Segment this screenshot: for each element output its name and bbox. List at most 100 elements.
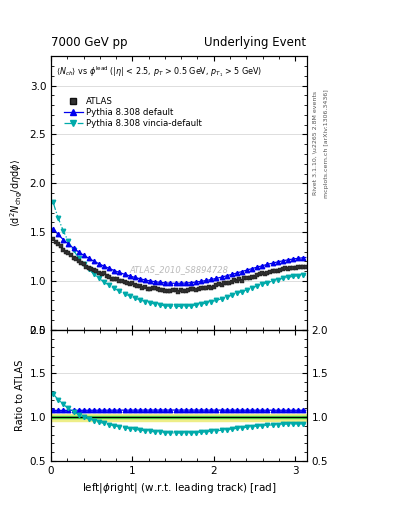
Pythia 8.308 default xyxy=(158,280,163,286)
Pythia 8.308 default xyxy=(143,277,147,283)
Pythia 8.308 vincia-default xyxy=(178,304,183,310)
Pythia 8.308 vincia-default xyxy=(66,238,71,244)
Pythia 8.308 vincia-default xyxy=(199,301,204,307)
Pythia 8.308 default xyxy=(122,271,127,278)
Text: 7000 GeV pp: 7000 GeV pp xyxy=(51,36,128,49)
Pythia 8.308 vincia-default xyxy=(275,276,280,283)
Pythia 8.308 vincia-default xyxy=(296,273,300,279)
Pythia 8.308 vincia-default xyxy=(112,285,117,291)
Text: Rivet 3.1.10, \u2265 2.8M events: Rivet 3.1.10, \u2265 2.8M events xyxy=(312,91,318,196)
Pythia 8.308 default xyxy=(245,267,250,273)
Pythia 8.308 default xyxy=(81,252,86,259)
Pythia 8.308 vincia-default xyxy=(168,303,173,309)
Pythia 8.308 default xyxy=(127,273,132,279)
ATLAS xyxy=(110,275,114,282)
Pythia 8.308 default xyxy=(66,241,71,247)
Pythia 8.308 vincia-default xyxy=(235,290,239,296)
Pythia 8.308 vincia-default xyxy=(51,199,55,205)
Pythia 8.308 default xyxy=(219,274,224,280)
Pythia 8.308 default xyxy=(270,260,275,266)
Pythia 8.308 default xyxy=(138,275,142,282)
Pythia 8.308 vincia-default xyxy=(260,281,265,287)
Pythia 8.308 vincia-default xyxy=(97,275,101,282)
Pythia 8.308 vincia-default xyxy=(61,228,66,234)
Pythia 8.308 vincia-default xyxy=(214,297,219,304)
Pythia 8.308 vincia-default xyxy=(184,303,188,309)
Pythia 8.308 vincia-default xyxy=(71,247,76,253)
Pythia 8.308 vincia-default xyxy=(255,283,260,289)
Pythia 8.308 default xyxy=(204,278,209,284)
Bar xyxy=(51,416,307,418)
Pythia 8.308 default xyxy=(260,263,265,269)
Pythia 8.308 vincia-default xyxy=(138,297,142,303)
ATLAS xyxy=(51,236,55,242)
Pythia 8.308 default xyxy=(199,278,204,284)
Line: Pythia 8.308 default: Pythia 8.308 default xyxy=(51,226,305,286)
Pythia 8.308 default xyxy=(92,258,96,264)
Line: ATLAS: ATLAS xyxy=(51,237,308,294)
Pythia 8.308 vincia-default xyxy=(158,302,163,308)
Pythia 8.308 vincia-default xyxy=(280,275,285,282)
Pythia 8.308 default xyxy=(285,257,290,263)
Pythia 8.308 default xyxy=(112,267,117,273)
Pythia 8.308 default xyxy=(61,237,66,243)
Y-axis label: Ratio to ATLAS: Ratio to ATLAS xyxy=(15,359,26,431)
Pythia 8.308 default xyxy=(51,226,55,232)
Pythia 8.308 vincia-default xyxy=(270,278,275,284)
Pythia 8.308 default xyxy=(230,271,234,278)
Pythia 8.308 vincia-default xyxy=(122,291,127,297)
Pythia 8.308 default xyxy=(97,261,101,267)
Pythia 8.308 default xyxy=(250,266,255,272)
Pythia 8.308 default xyxy=(255,264,260,270)
Pythia 8.308 vincia-default xyxy=(86,266,91,272)
Pythia 8.308 default xyxy=(194,279,198,285)
Pythia 8.308 default xyxy=(76,249,81,255)
Pythia 8.308 vincia-default xyxy=(173,304,178,310)
Text: ATLAS_2010_S8894728: ATLAS_2010_S8894728 xyxy=(129,265,228,274)
Y-axis label: $\langle \mathrm{d}^2 N_\mathrm{chg}/\mathrm{d}\eta\mathrm{d}\phi \rangle$: $\langle \mathrm{d}^2 N_\mathrm{chg}/\ma… xyxy=(9,159,26,227)
Pythia 8.308 vincia-default xyxy=(189,303,193,309)
Pythia 8.308 vincia-default xyxy=(143,298,147,305)
Pythia 8.308 default xyxy=(214,275,219,282)
Pythia 8.308 vincia-default xyxy=(265,280,270,286)
Pythia 8.308 default xyxy=(117,269,122,275)
Pythia 8.308 vincia-default xyxy=(107,282,112,288)
ATLAS xyxy=(184,288,188,294)
Pythia 8.308 vincia-default xyxy=(290,273,295,280)
Pythia 8.308 default xyxy=(240,268,244,274)
Pythia 8.308 default xyxy=(132,274,137,281)
Pythia 8.308 default xyxy=(280,258,285,264)
Pythia 8.308 default xyxy=(102,263,107,269)
Pythia 8.308 default xyxy=(265,261,270,267)
ATLAS xyxy=(204,285,209,291)
Pythia 8.308 default xyxy=(86,255,91,262)
ATLAS xyxy=(293,265,298,271)
Pythia 8.308 default xyxy=(56,231,61,238)
Pythia 8.308 default xyxy=(275,259,280,265)
Pythia 8.308 vincia-default xyxy=(56,215,61,221)
Pythia 8.308 vincia-default xyxy=(132,295,137,301)
Pythia 8.308 default xyxy=(301,254,305,261)
Pythia 8.308 vincia-default xyxy=(76,254,81,261)
Text: mcplots.cern.ch [arXiv:1306.3436]: mcplots.cern.ch [arXiv:1306.3436] xyxy=(324,89,329,198)
Pythia 8.308 vincia-default xyxy=(240,288,244,294)
Pythia 8.308 vincia-default xyxy=(81,261,86,267)
Pythia 8.308 vincia-default xyxy=(224,294,229,300)
Text: $\langle N_{ch}\rangle$ vs $\phi^\mathrm{lead}$ ($|\eta|$ < 2.5, $p_T$ > 0.5 GeV: $\langle N_{ch}\rangle$ vs $\phi^\mathrm… xyxy=(56,65,263,79)
Pythia 8.308 vincia-default xyxy=(204,300,209,306)
Text: Underlying Event: Underlying Event xyxy=(204,36,307,49)
Line: Pythia 8.308 vincia-default: Pythia 8.308 vincia-default xyxy=(51,200,305,309)
Pythia 8.308 default xyxy=(178,280,183,286)
Pythia 8.308 default xyxy=(209,276,214,283)
Pythia 8.308 vincia-default xyxy=(163,303,168,309)
Pythia 8.308 default xyxy=(296,255,300,262)
Legend: ATLAS, Pythia 8.308 default, Pythia 8.308 vincia-default: ATLAS, Pythia 8.308 default, Pythia 8.30… xyxy=(61,93,206,132)
Pythia 8.308 default xyxy=(290,256,295,262)
ATLAS xyxy=(176,289,180,295)
Pythia 8.308 vincia-default xyxy=(92,271,96,277)
Pythia 8.308 default xyxy=(107,265,112,271)
Pythia 8.308 default xyxy=(189,280,193,286)
Pythia 8.308 vincia-default xyxy=(102,279,107,285)
Bar xyxy=(51,414,307,421)
Pythia 8.308 default xyxy=(184,280,188,286)
